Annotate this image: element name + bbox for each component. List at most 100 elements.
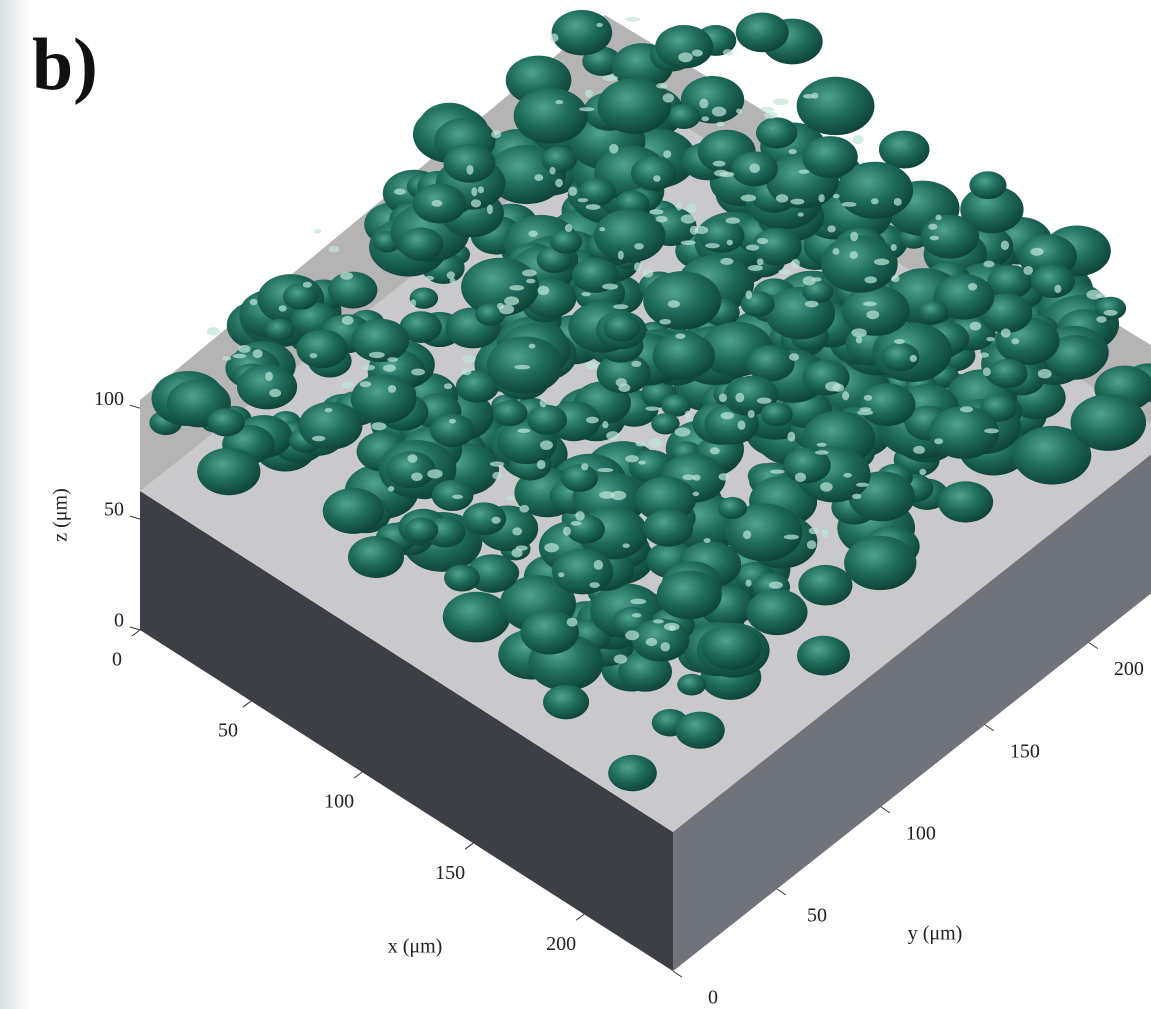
highlight bbox=[519, 505, 529, 513]
highlight bbox=[748, 265, 763, 271]
highlight bbox=[764, 112, 778, 119]
highlight bbox=[452, 495, 463, 499]
highlight bbox=[589, 582, 600, 588]
surface-blob bbox=[541, 146, 576, 173]
highlight bbox=[537, 286, 549, 296]
surface-blob bbox=[405, 517, 439, 542]
highlight bbox=[737, 420, 745, 430]
highlight bbox=[232, 354, 246, 359]
y-tick bbox=[881, 807, 890, 813]
highlight bbox=[603, 75, 618, 81]
highlight bbox=[540, 399, 547, 408]
highlight bbox=[983, 367, 991, 376]
surface-blob bbox=[493, 400, 528, 426]
highlight bbox=[770, 469, 785, 473]
y-tick-label: 0 bbox=[708, 987, 718, 1009]
highlight bbox=[623, 543, 630, 547]
highlight bbox=[851, 328, 866, 337]
highlight bbox=[1038, 369, 1052, 379]
surface-blob bbox=[323, 488, 384, 534]
highlight bbox=[625, 630, 639, 640]
highlight bbox=[314, 229, 321, 234]
highlight bbox=[618, 384, 630, 392]
highlight bbox=[250, 299, 258, 305]
y-tick-label: 50 bbox=[807, 905, 827, 927]
z-tick bbox=[130, 627, 140, 630]
highlight bbox=[815, 450, 829, 454]
highlight bbox=[491, 130, 501, 138]
highlight bbox=[328, 246, 339, 253]
highlight bbox=[668, 300, 680, 307]
y-tick-label: 200 bbox=[1114, 658, 1144, 680]
highlight bbox=[506, 496, 515, 501]
highlight bbox=[805, 301, 819, 308]
highlight bbox=[613, 304, 628, 309]
surface-blob bbox=[632, 618, 690, 661]
highlight bbox=[388, 385, 396, 393]
highlight bbox=[719, 393, 727, 402]
highlight bbox=[594, 560, 603, 570]
surface-blob bbox=[736, 12, 789, 52]
surface-blob bbox=[879, 131, 930, 169]
surface-blob bbox=[677, 674, 706, 696]
surface-blob bbox=[328, 272, 377, 309]
surface-blob bbox=[514, 88, 588, 144]
highlight bbox=[411, 472, 423, 480]
highlight bbox=[850, 251, 858, 259]
highlight bbox=[1011, 338, 1019, 344]
surface-blob bbox=[543, 685, 589, 720]
panel-label: b) bbox=[32, 24, 98, 106]
highlight bbox=[492, 472, 502, 480]
highlight bbox=[602, 284, 618, 290]
highlight bbox=[549, 167, 555, 174]
highlight bbox=[822, 529, 829, 538]
highlight bbox=[410, 299, 416, 307]
highlight bbox=[919, 469, 926, 475]
surface-blob bbox=[265, 319, 295, 341]
surface-blob bbox=[989, 359, 1028, 388]
y-axis-label: y (μm) bbox=[908, 923, 963, 945]
highlight bbox=[504, 296, 519, 305]
highlight bbox=[984, 428, 999, 433]
highlight bbox=[788, 149, 796, 154]
highlight bbox=[462, 368, 472, 375]
highlight bbox=[798, 212, 804, 216]
highlight bbox=[748, 410, 755, 418]
surface-blob bbox=[296, 330, 347, 369]
highlight bbox=[853, 135, 863, 144]
x-tick bbox=[576, 914, 584, 920]
highlight bbox=[599, 227, 605, 231]
highlight bbox=[712, 107, 726, 117]
surface-blob bbox=[667, 104, 700, 129]
y-tick bbox=[1089, 643, 1098, 649]
highlight bbox=[675, 333, 685, 339]
surface-blob bbox=[207, 408, 245, 436]
x-axis-label: x (μm) bbox=[388, 936, 443, 958]
surface-blob bbox=[197, 448, 260, 495]
highlight bbox=[371, 422, 386, 430]
surface-blob bbox=[699, 218, 745, 252]
highlight bbox=[529, 344, 536, 349]
surface-blob bbox=[921, 215, 980, 259]
surface-blob bbox=[283, 283, 318, 309]
highlight bbox=[910, 355, 917, 362]
highlight bbox=[703, 538, 710, 543]
highlight bbox=[491, 517, 500, 524]
surface-blob bbox=[653, 332, 715, 379]
highlight bbox=[649, 209, 663, 214]
highlight bbox=[842, 202, 857, 207]
highlight bbox=[694, 226, 708, 234]
highlight bbox=[743, 530, 751, 539]
highlight bbox=[983, 261, 994, 268]
highlight bbox=[638, 460, 645, 464]
highlight bbox=[1096, 316, 1107, 323]
highlight bbox=[778, 269, 790, 274]
highlight bbox=[716, 122, 724, 127]
surface-blob bbox=[631, 156, 677, 190]
highlight bbox=[713, 161, 726, 167]
highlight bbox=[427, 469, 442, 478]
highlight bbox=[646, 638, 657, 646]
x-tick-label: 100 bbox=[324, 791, 354, 813]
surface-blob bbox=[552, 548, 613, 594]
highlight bbox=[723, 49, 733, 55]
